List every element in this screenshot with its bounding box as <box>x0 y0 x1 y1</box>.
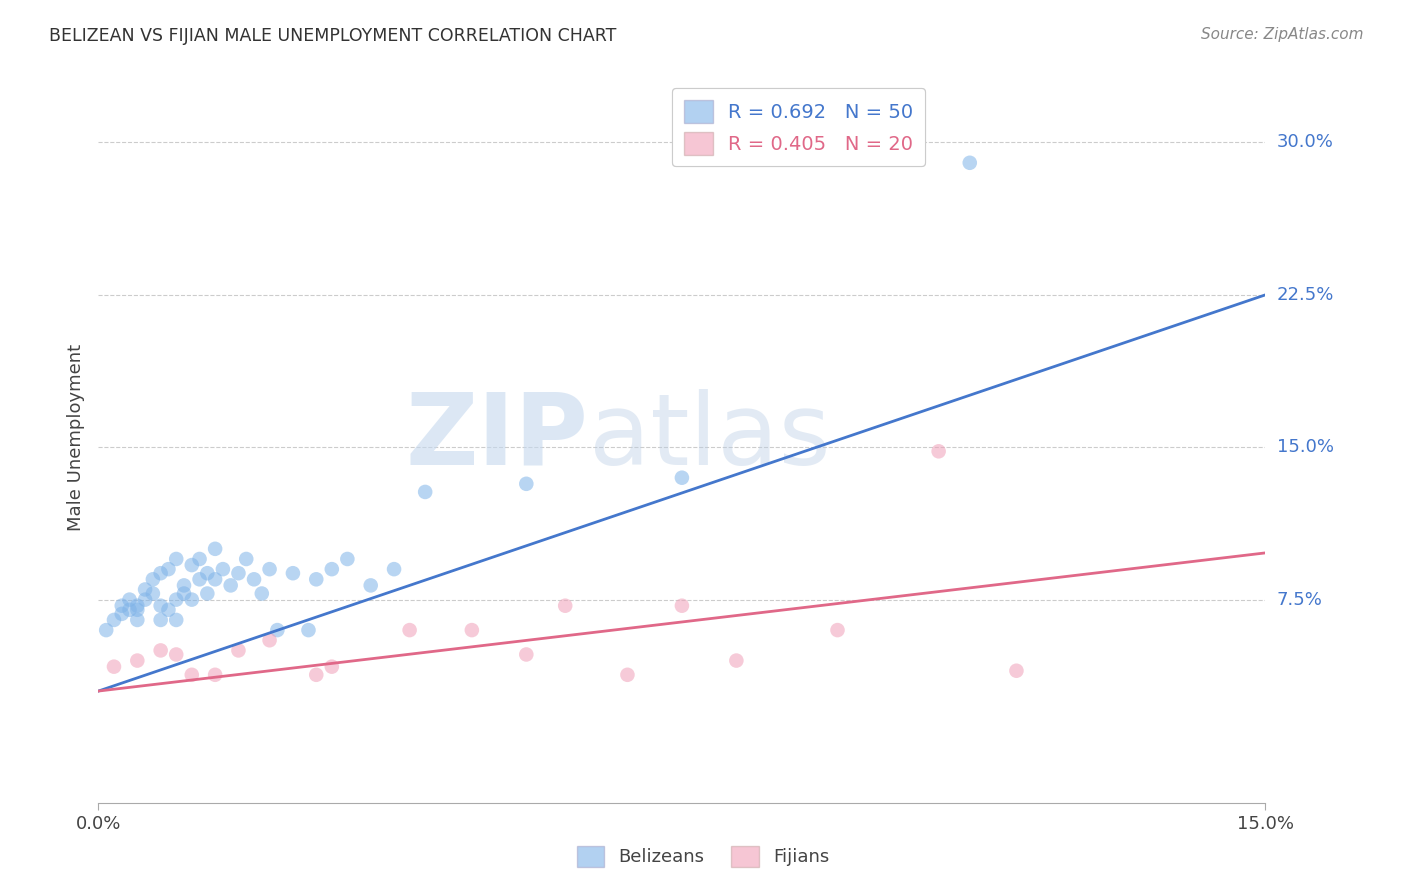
Text: 7.5%: 7.5% <box>1277 591 1323 608</box>
Point <box>219 578 242 592</box>
Point <box>398 623 420 637</box>
Point <box>321 659 343 673</box>
Point <box>165 552 187 566</box>
Point <box>134 592 156 607</box>
Point <box>959 156 981 170</box>
Point <box>134 582 156 597</box>
Point <box>212 562 235 576</box>
Point <box>515 476 537 491</box>
Point <box>165 592 187 607</box>
Point <box>259 562 281 576</box>
Point <box>305 572 328 586</box>
Point <box>725 654 748 668</box>
Point <box>204 572 226 586</box>
Point <box>554 599 576 613</box>
Point <box>671 471 693 485</box>
Point <box>103 613 125 627</box>
Point <box>259 633 281 648</box>
Point <box>188 552 211 566</box>
Point <box>250 586 273 600</box>
Point <box>195 566 218 581</box>
Point <box>616 667 638 682</box>
Point <box>1005 664 1028 678</box>
Point <box>127 603 149 617</box>
Point <box>228 643 250 657</box>
Legend: R = 0.692   N = 50, R = 0.405   N = 20: R = 0.692 N = 50, R = 0.405 N = 20 <box>672 88 925 167</box>
Point <box>111 599 134 613</box>
Point <box>149 643 172 657</box>
Point <box>96 623 118 637</box>
Point <box>180 558 202 573</box>
Point <box>382 562 405 576</box>
Point <box>243 572 266 586</box>
Point <box>360 578 382 592</box>
Point <box>235 552 257 566</box>
Point <box>297 623 319 637</box>
Point <box>195 586 218 600</box>
Point <box>413 485 436 500</box>
Point <box>165 648 187 662</box>
Text: BELIZEAN VS FIJIAN MALE UNEMPLOYMENT CORRELATION CHART: BELIZEAN VS FIJIAN MALE UNEMPLOYMENT COR… <box>49 27 617 45</box>
Point <box>149 613 172 627</box>
Point <box>928 444 950 458</box>
Point <box>204 667 226 682</box>
Point <box>173 586 195 600</box>
Point <box>336 552 359 566</box>
Point <box>142 572 165 586</box>
Point <box>281 566 304 581</box>
Y-axis label: Male Unemployment: Male Unemployment <box>66 343 84 531</box>
Legend: Belizeans, Fijians: Belizeans, Fijians <box>569 838 837 874</box>
Text: 22.5%: 22.5% <box>1277 285 1334 304</box>
Point <box>321 562 343 576</box>
Point <box>118 603 141 617</box>
Point <box>188 572 211 586</box>
Point <box>461 623 484 637</box>
Point <box>515 648 537 662</box>
Point <box>671 599 693 613</box>
Point <box>266 623 288 637</box>
Point <box>157 562 180 576</box>
Point <box>149 566 172 581</box>
Point <box>305 667 328 682</box>
Point <box>228 566 250 581</box>
Point <box>180 667 202 682</box>
Point <box>827 623 849 637</box>
Point <box>204 541 226 556</box>
Point <box>103 659 125 673</box>
Text: ZIP: ZIP <box>406 389 589 485</box>
Point <box>173 578 195 592</box>
Text: Source: ZipAtlas.com: Source: ZipAtlas.com <box>1201 27 1364 42</box>
Point <box>118 592 141 607</box>
Point <box>149 599 172 613</box>
Point <box>111 607 134 621</box>
Point <box>127 613 149 627</box>
Point <box>180 592 202 607</box>
Point <box>127 599 149 613</box>
Point <box>165 613 187 627</box>
Text: 15.0%: 15.0% <box>1277 438 1333 456</box>
Point <box>127 654 149 668</box>
Point <box>142 586 165 600</box>
Point <box>157 603 180 617</box>
Text: 30.0%: 30.0% <box>1277 134 1333 152</box>
Text: atlas: atlas <box>589 389 830 485</box>
